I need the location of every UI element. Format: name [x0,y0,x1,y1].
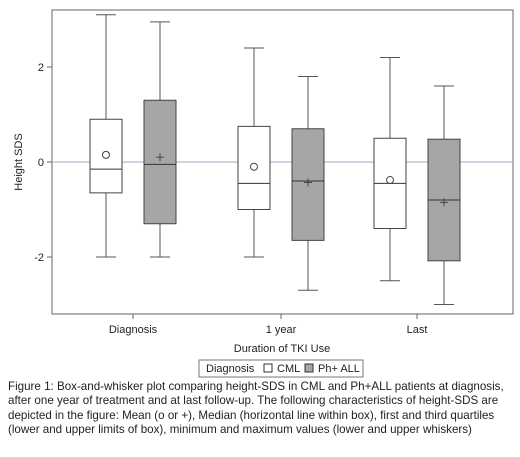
y-axis-label: Height SDS [13,133,25,190]
y-tick-label: -2 [34,252,44,264]
box-cml-1 [237,47,271,258]
figure-caption: Figure 1: Box-and-whisker plot comparing… [8,380,504,437]
legend-swatch-ph-all [304,363,314,373]
x-tick-label: Last [407,324,428,336]
x-tick-label: 1 year [266,324,297,336]
y-tick-label: 0 [38,157,44,169]
x-axis-label: Duration of TKI Use [234,343,330,355]
legend-entry-cml: CML [277,363,300,375]
box-plots [89,14,461,305]
box-cml-2 [373,57,407,282]
box-ph-all-2 [427,85,461,305]
y-axis: -2 0 2 [34,62,52,264]
legend-title: Diagnosis [206,363,255,375]
mean-marker [102,150,110,159]
y-tick-label: 2 [38,62,44,74]
legend: Diagnosis CML Ph+ ALL [198,359,364,378]
x-axis: Diagnosis 1 year Last [109,314,428,336]
mean-marker [250,162,258,171]
mean-marker [386,176,394,185]
legend-swatch-cml [263,363,273,373]
legend-frame [198,359,364,378]
iqr-box [143,99,177,225]
box-cml-0 [89,14,123,258]
box-ph-all-0 [143,21,177,258]
x-tick-label: Diagnosis [109,324,158,336]
legend-entry-ph-all: Ph+ ALL [318,363,360,375]
iqr-box [89,118,123,194]
box-ph-all-1 [291,76,325,291]
iqr-box [237,125,271,210]
